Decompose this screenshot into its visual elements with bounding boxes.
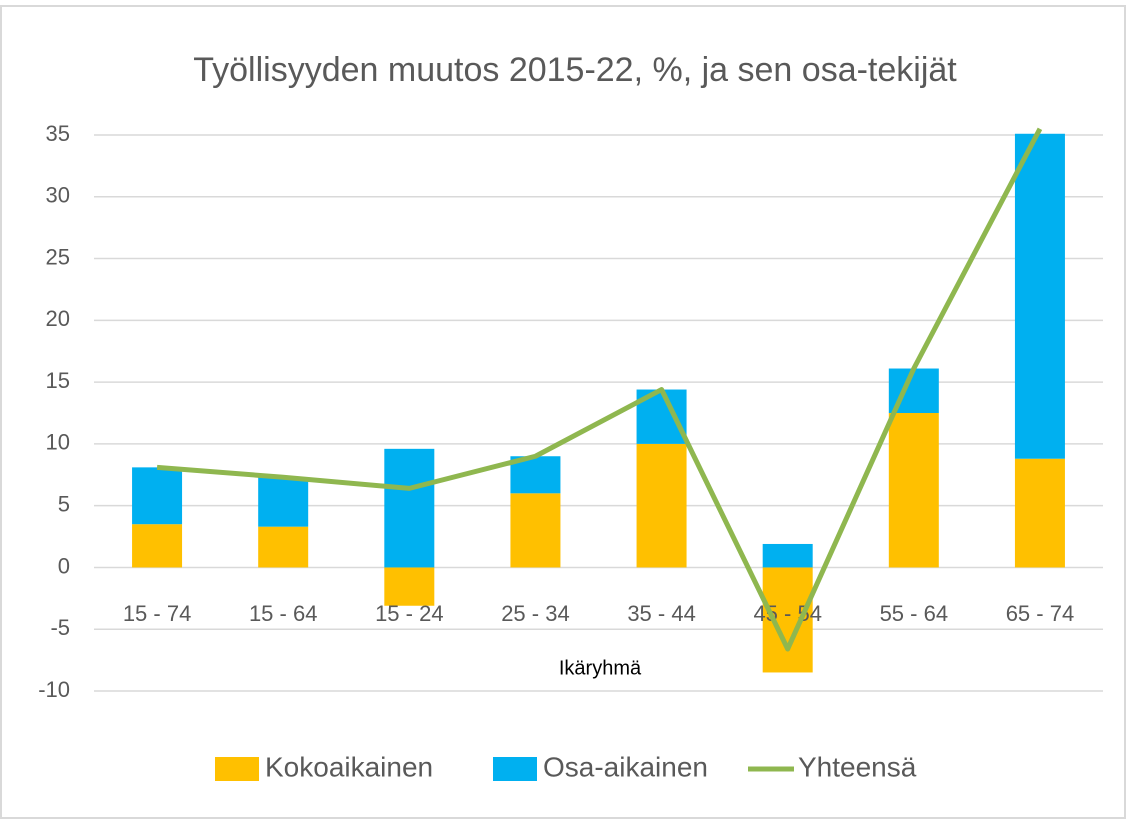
bar [258, 477, 309, 527]
bar [636, 443, 687, 568]
bar [1014, 458, 1065, 568]
chart-frame [0, 5, 1126, 819]
y-tick-label: 5 [58, 491, 70, 516]
x-axis-title: Ikäryhmä [559, 657, 642, 679]
legend-label: Kokoaikainen [265, 751, 433, 782]
x-tick-label: 15 - 64 [249, 601, 318, 626]
x-tick-label: 15 - 24 [375, 601, 444, 626]
line [156, 127, 1043, 652]
y-tick-label: 30 [46, 183, 70, 208]
y-tick-label: 35 [46, 121, 70, 146]
bar [384, 448, 435, 568]
bar [762, 543, 813, 568]
legend-swatch [215, 757, 259, 781]
legend-label: Yhteensä [798, 751, 917, 782]
y-tick-label: 15 [46, 368, 70, 393]
bar [258, 526, 309, 568]
x-tick-label: 65 - 74 [1006, 601, 1075, 626]
bar [132, 467, 183, 525]
x-tick-label: 35 - 44 [627, 601, 696, 626]
bar [384, 567, 435, 606]
x-tick-label: 55 - 64 [880, 601, 949, 626]
y-tick-label: 10 [46, 430, 70, 455]
y-tick-label: 20 [46, 306, 70, 331]
bar [888, 413, 939, 568]
y-tick-label: 25 [46, 244, 70, 269]
bar [1014, 133, 1065, 459]
y-tick-label: -10 [38, 677, 70, 702]
chart-title: Työllisyyden muutos 2015-22, %, ja sen o… [193, 51, 957, 89]
x-tick-label: 25 - 34 [501, 601, 570, 626]
bar [510, 493, 561, 568]
y-tick-label: 0 [58, 553, 70, 578]
x-tick-label: 15 - 74 [123, 601, 192, 626]
legend-swatch [493, 757, 537, 781]
legend-label: Osa-aikainen [543, 751, 708, 782]
bar [132, 524, 183, 568]
y-tick-label: -5 [50, 615, 70, 640]
